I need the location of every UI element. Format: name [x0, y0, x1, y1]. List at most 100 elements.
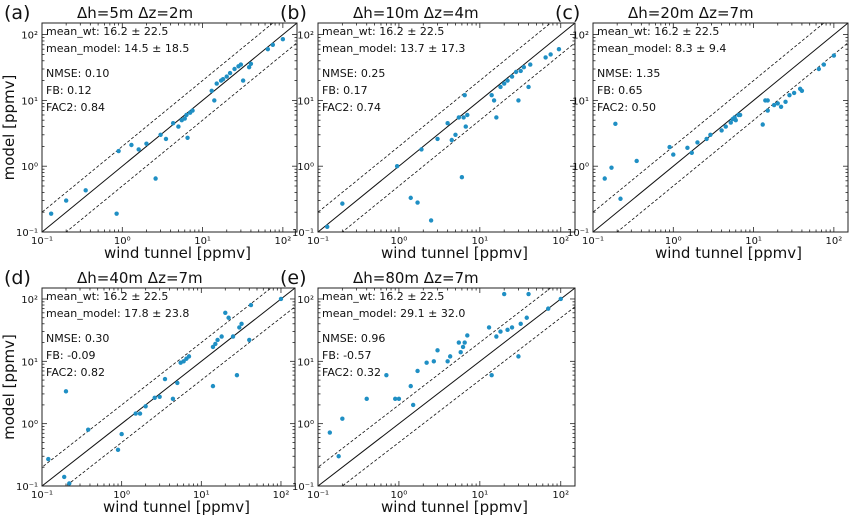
data-point	[226, 315, 231, 320]
data-point	[419, 147, 424, 152]
data-point	[223, 310, 228, 316]
reference-lines	[42, 288, 295, 486]
stats-block: mean_wt: 16.2 ± 22.5 mean_model: 13.7 ± 1…	[322, 25, 465, 114]
y-tick-label: 10⁰	[21, 162, 38, 173]
data-point	[509, 74, 515, 79]
y-tick-label: 10⁰	[297, 420, 314, 431]
y-tick-label: 10⁻¹	[16, 228, 38, 239]
one-to-one-line	[42, 23, 297, 232]
y-tick-label: 10¹	[21, 357, 38, 368]
x-tick-label: 10⁰	[391, 236, 408, 247]
x-tick-label: 10⁻¹	[307, 236, 329, 247]
stat-line: FB: 0.65	[597, 84, 643, 97]
data-point	[689, 150, 694, 155]
data-point	[704, 136, 709, 142]
stat-line: mean_wt: 16.2 ± 22.5	[597, 25, 719, 38]
y-tick-label: 10¹	[297, 96, 314, 107]
data-point	[396, 396, 402, 402]
stat-line: NMSE: 1.35	[597, 67, 660, 80]
x-tick-label: 10¹	[471, 490, 488, 501]
data-point	[765, 98, 770, 103]
plot-frame	[592, 22, 849, 233]
data-point	[775, 101, 780, 106]
x-tick-label: 10¹	[194, 236, 211, 247]
data-point	[513, 69, 519, 75]
data-point	[821, 62, 827, 67]
stats-block: mean_wt: 16.2 ± 22.5 mean_model: 29.1 ± 3…	[322, 290, 465, 379]
panel-label: (d)	[4, 267, 31, 289]
data-point	[186, 354, 192, 359]
factor-two-upper-line	[318, 23, 552, 213]
data-point	[213, 341, 218, 347]
data-point	[152, 395, 157, 400]
data-point	[799, 88, 805, 93]
data-point	[340, 416, 345, 421]
data-point	[462, 340, 467, 345]
y-tick-label: 10⁰	[572, 162, 589, 173]
data-point	[182, 116, 187, 121]
data-point	[340, 201, 345, 206]
plot-frame	[41, 22, 298, 233]
plot-frame	[317, 22, 576, 233]
data-points	[46, 296, 284, 486]
x-tick-label: 10²	[552, 490, 569, 501]
data-point	[270, 42, 276, 47]
data-point	[546, 306, 551, 311]
y-tick-label: 10⁰	[21, 420, 38, 431]
data-point	[280, 37, 286, 42]
data-point	[489, 372, 494, 378]
panel-title: Δh=40m Δz=7m	[77, 269, 203, 287]
x-tick-label: 10⁻¹	[31, 236, 53, 247]
plot-frame	[41, 287, 296, 487]
data-point	[708, 132, 713, 137]
data-point	[445, 121, 450, 126]
data-point	[505, 78, 510, 83]
x-axis-label: wind tunnel [ppmv]	[655, 244, 802, 262]
data-point	[85, 427, 91, 432]
y-tick-label: 10⁰	[297, 162, 314, 173]
stat-line: FAC2: 0.84	[46, 101, 105, 114]
data-point	[634, 158, 639, 164]
stat-line: FAC2: 0.32	[322, 366, 381, 379]
data-point	[46, 456, 51, 462]
data-point	[246, 64, 252, 70]
data-point	[240, 78, 246, 83]
stats-block: mean_wt: 16.2 ± 22.5 mean_model: 8.3 ± 9.…	[597, 25, 726, 114]
data-point	[136, 147, 141, 152]
data-point	[558, 296, 563, 302]
x-axis-label: wind tunnel [ppmv]	[381, 244, 528, 262]
x-tick-label: 10²	[274, 236, 291, 247]
data-points	[325, 46, 562, 229]
data-point	[63, 198, 69, 203]
data-point	[760, 122, 765, 127]
data-point	[465, 333, 470, 338]
data-point	[239, 321, 244, 326]
data-point	[618, 196, 623, 201]
y-tick-label: 10⁻¹	[292, 482, 314, 493]
x-tick-label: 10¹	[745, 236, 762, 247]
stat-line: mean_wt: 16.2 ± 22.5	[322, 25, 444, 38]
data-point	[521, 64, 527, 70]
stats-block: mean_wt: 16.2 ± 22.5 mean_model: 14.5 ± 1…	[46, 25, 189, 114]
data-point	[728, 120, 733, 125]
data-point	[783, 99, 788, 105]
x-tick-label: 10⁰	[113, 490, 130, 501]
data-point	[394, 163, 400, 169]
panel-title: Δh=80m Δz=7m	[353, 269, 479, 287]
data-point	[143, 404, 148, 409]
stat-line: mean_model: 14.5 ± 18.5	[46, 42, 189, 55]
data-point	[119, 431, 124, 437]
data-point	[458, 350, 463, 355]
data-point	[364, 396, 369, 402]
data-point	[410, 402, 416, 408]
data-point	[719, 128, 724, 133]
x-tick-label: 10⁰	[665, 236, 682, 247]
data-point	[238, 62, 244, 67]
data-point	[516, 98, 521, 103]
y-tick-label: 10²	[21, 295, 38, 306]
reference-lines	[318, 23, 575, 232]
panel-b: (b) Δh=10m Δz=4m 10⁻¹ 10⁰ 10¹ 10² 10⁻¹ 10⁰ 10¹ 10…	[280, 2, 576, 262]
data-point	[278, 296, 284, 302]
